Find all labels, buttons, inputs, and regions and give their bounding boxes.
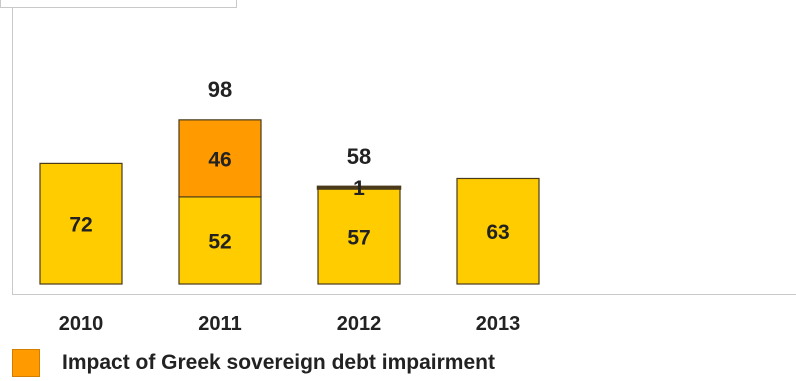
segment-label-2013-series-0: 63 — [486, 221, 509, 244]
total-label-2011: 98 — [208, 77, 232, 102]
segment-label-2012-series-0: 57 — [347, 226, 370, 249]
x-tick-label-2013: 2013 — [476, 313, 521, 335]
bar-2012-series-1 — [316, 185, 402, 190]
total-label-2012: 58 — [347, 144, 371, 169]
bar-2012-series-0 — [317, 187, 401, 285]
bar-2013-series-0 — [456, 177, 540, 285]
legend-label: Impact of Greek sovereign debt impairmen… — [62, 351, 495, 374]
bar-2011-series-1 — [178, 119, 262, 198]
bars-group: 72 2010 52 46 98 2011 57 1 58 2012 63 2013 — [39, 77, 540, 335]
x-tick-label-2012: 2012 — [337, 313, 382, 335]
legend: Impact of Greek sovereign debt impairmen… — [12, 349, 495, 377]
bar-2010-series-0 — [39, 162, 123, 285]
x-tick-label-2011: 2011 — [198, 313, 241, 335]
segment-label-2011-series-1: 46 — [208, 148, 231, 171]
segment-label-2010-series-0: 72 — [69, 214, 92, 237]
legend-swatch-greek-impairment — [12, 349, 40, 377]
segment-label-2011-series-0: 52 — [208, 230, 231, 253]
legend-box-frame — [0, 0, 237, 8]
x-tick-label-2010: 2010 — [59, 313, 104, 335]
segment-label-2012-series-1: 1 — [353, 177, 365, 200]
